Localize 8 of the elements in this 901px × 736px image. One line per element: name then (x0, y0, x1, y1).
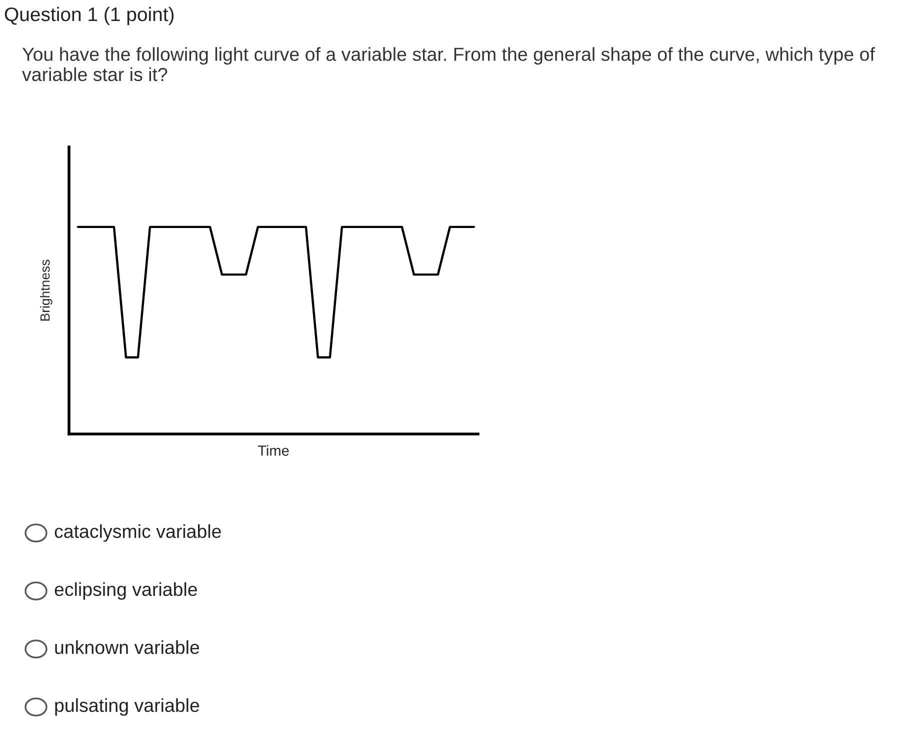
text: pulsating variable (55, 698, 200, 716)
text: eclipsing variable (54, 582, 197, 600)
chart-title: Question 1 (1 point) (4, 6, 174, 26)
chart-subtitle: You have the following light curve of a variable star. From the general shape of the curve, which type of variable star is it? (22, 47, 875, 82)
y-axis-title: Brightness (40, 260, 52, 321)
text: unknown variable (55, 640, 200, 654)
x-axis-title: Time (258, 445, 289, 456)
text: cataclysmic variable (54, 524, 221, 542)
